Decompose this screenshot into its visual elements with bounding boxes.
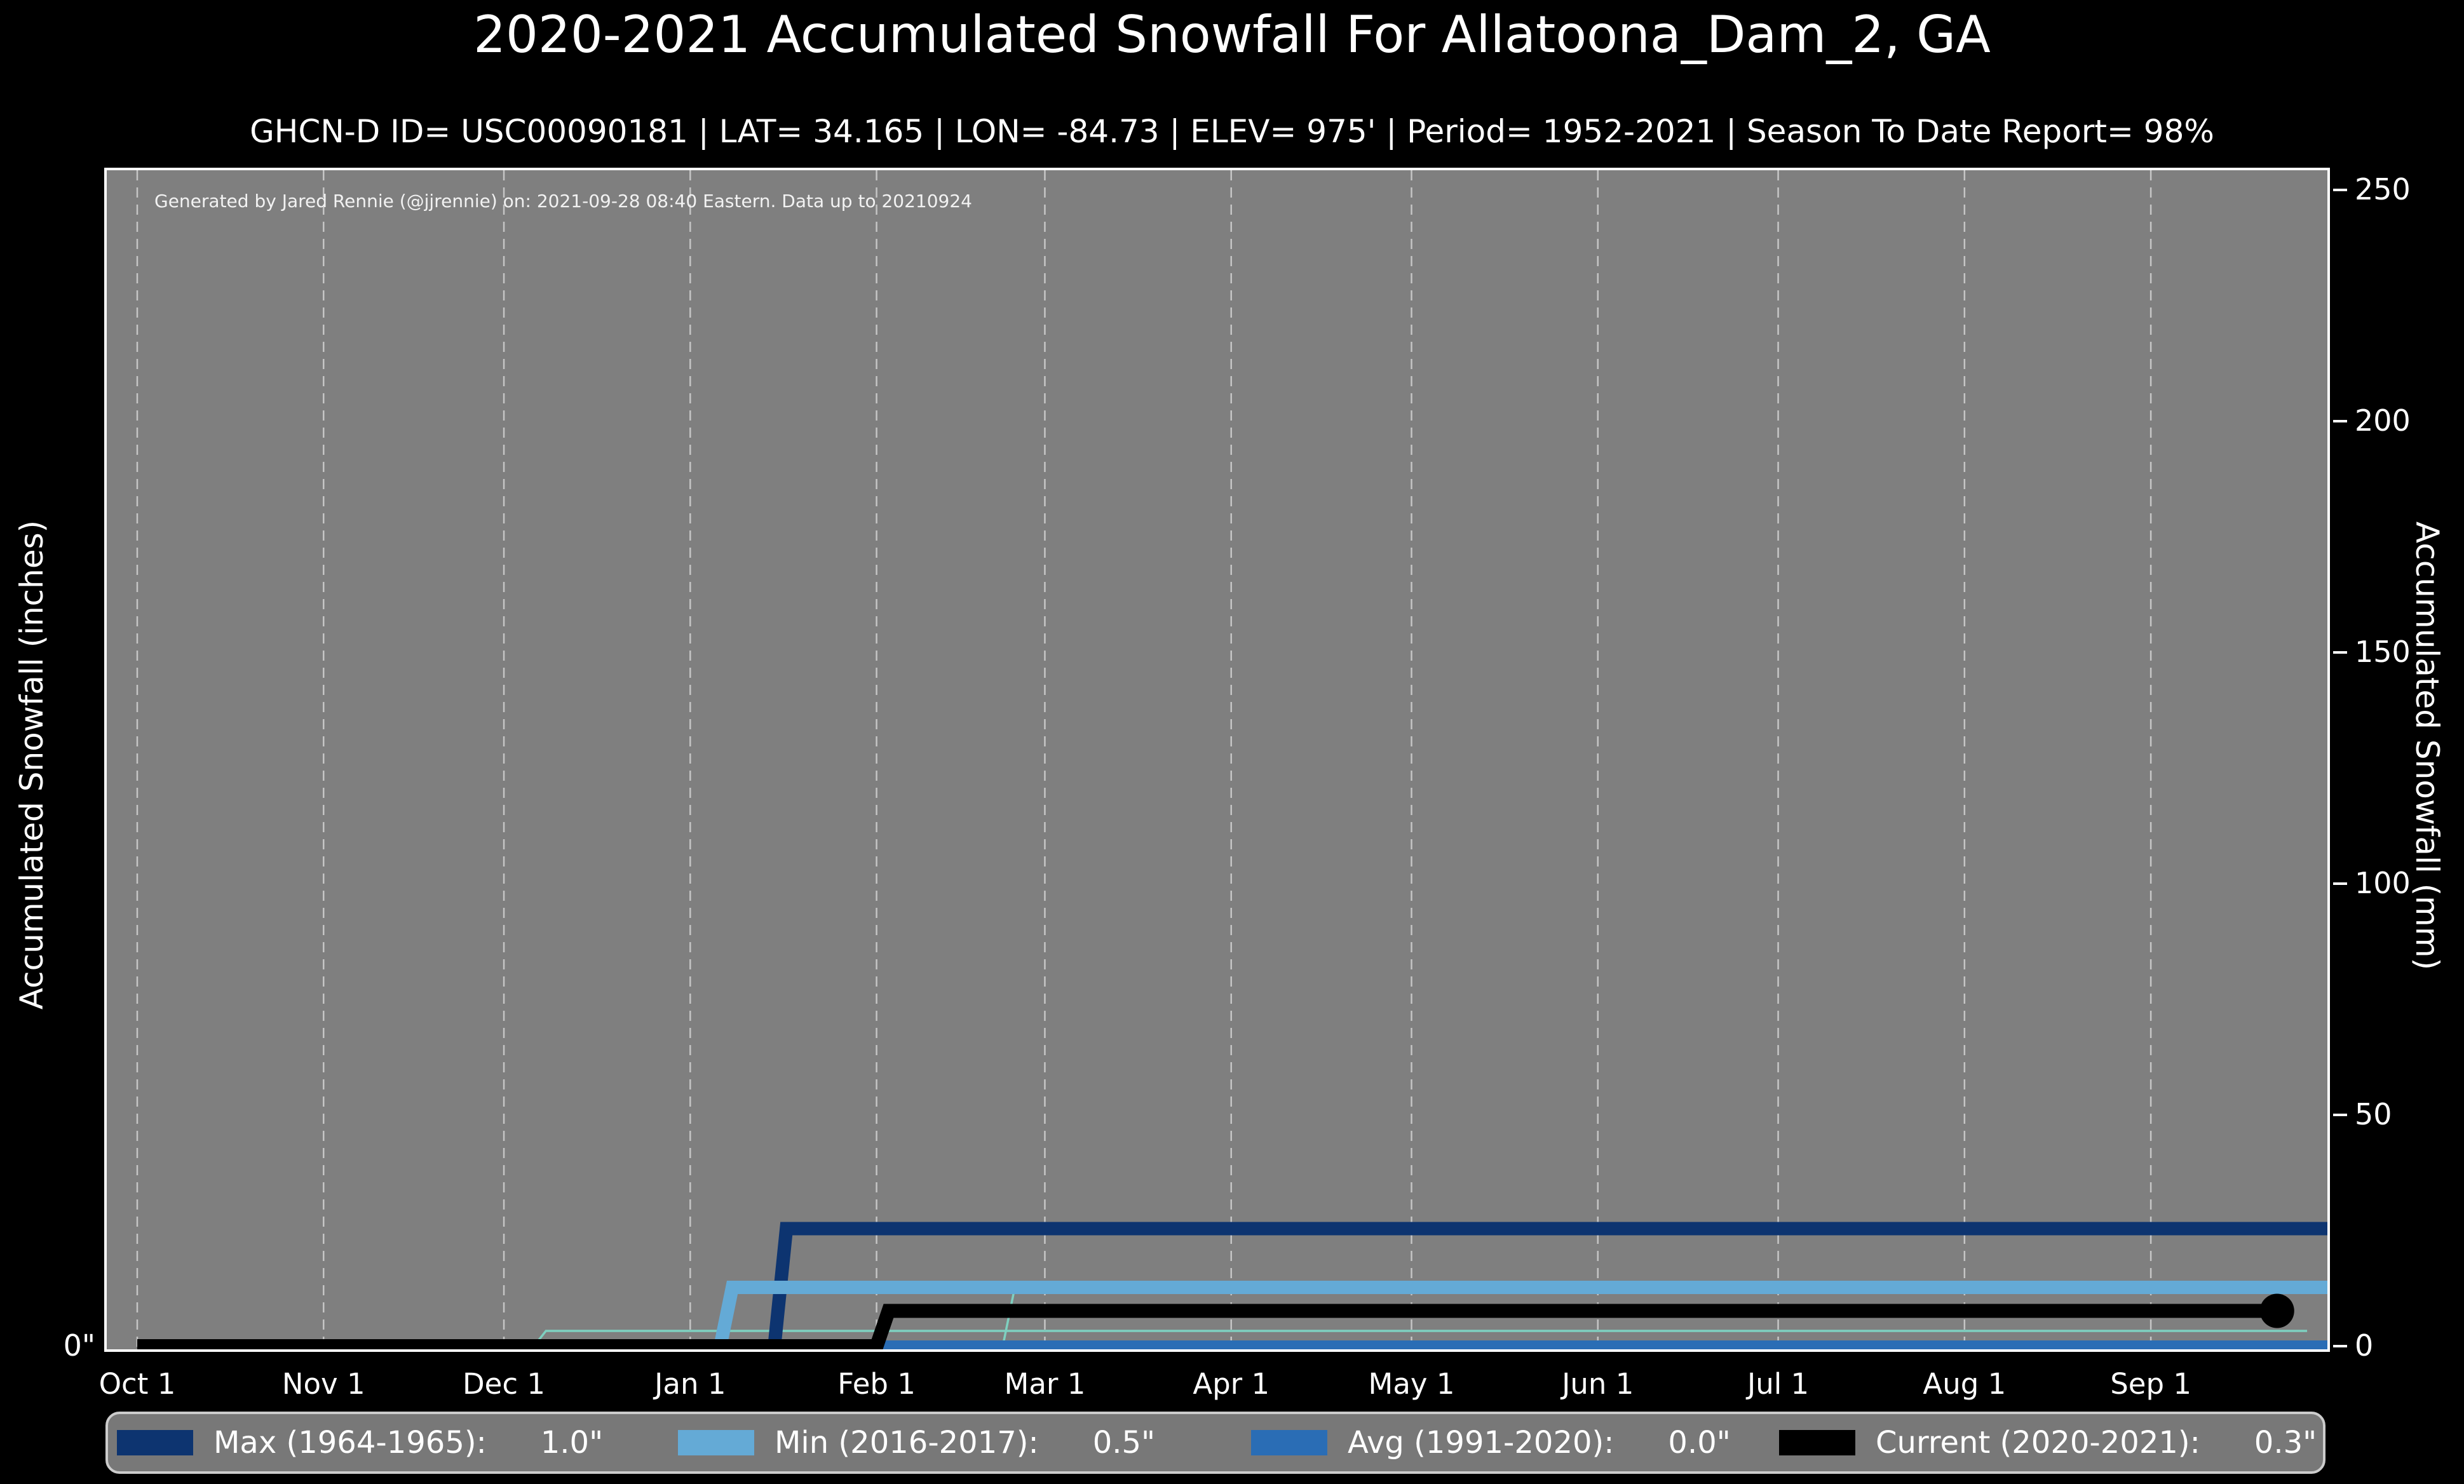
right-tick-label-250: 250	[2355, 172, 2411, 206]
chart-title: 2020-2021 Accumulated Snowfall For Allat…	[473, 5, 1991, 64]
legend-value: 0.5"	[1092, 1425, 1156, 1460]
min-line-swatch	[678, 1430, 754, 1455]
right-axis-label: Accumulated Snowfall (mm)	[2409, 521, 2446, 971]
current-endpoint-marker	[2259, 1293, 2294, 1328]
x-tick-jun-1: Jun 1	[1562, 1367, 1634, 1401]
legend-item-current: Current (2020-2021): 0.3"	[1779, 1414, 2317, 1471]
left-axis-label: Accumulated Snowfall (inches)	[13, 520, 50, 1010]
legend-item-max: Max (1964-1965): 1.0"	[117, 1414, 603, 1471]
legend-label: Avg (1991-2020):	[1348, 1425, 1614, 1460]
right-tick-mark-50	[2333, 1113, 2347, 1116]
chart-canvas	[136, 170, 2327, 1349]
chart-subtitle: GHCN-D ID= USC00090181 | LAT= 34.165 | L…	[250, 113, 2214, 150]
right-tick-mark-0	[2333, 1345, 2347, 1347]
generated-by-annotation: Generated by Jared Rennie (@jjrennie) on…	[154, 191, 972, 212]
x-tick-nov-1: Nov 1	[281, 1367, 365, 1401]
data-series	[137, 1222, 2327, 1349]
left-tick-label-0-inches: 0"	[63, 1328, 95, 1363]
legend-label: Min (2016-2017):	[775, 1425, 1039, 1460]
right-tick-label-150: 150	[2355, 634, 2411, 669]
right-tick-label-0: 0	[2355, 1328, 2374, 1363]
right-tick-mark-200	[2333, 419, 2347, 422]
legend-label: Max (1964-1965):	[213, 1425, 487, 1460]
max-line-swatch	[117, 1430, 193, 1455]
x-tick-dec-1: Dec 1	[463, 1367, 546, 1401]
x-tick-feb-1: Feb 1	[837, 1367, 916, 1401]
legend-item-avg: Avg (1991-2020): 0.0"	[1251, 1414, 1731, 1471]
legend-value: 0.0"	[1668, 1425, 1731, 1460]
series-line-current-2020-2021-	[137, 1304, 2277, 1349]
x-tick-mar-1: Mar 1	[1004, 1367, 1086, 1401]
current-line-swatch	[1779, 1430, 1855, 1455]
x-tick-may-1: May 1	[1368, 1367, 1455, 1401]
legend-label: Current (2020-2021):	[1876, 1425, 2200, 1460]
gridlines	[136, 170, 2152, 1349]
right-tick-mark-100	[2333, 882, 2347, 885]
legend-item-min: Min (2016-2017): 0.5"	[678, 1414, 1155, 1471]
right-tick-label-100: 100	[2355, 865, 2411, 900]
x-tick-aug-1: Aug 1	[1923, 1367, 2007, 1401]
legend-value: 1.0"	[540, 1425, 604, 1460]
legend: Max (1964-1965): 1.0" Min (2016-2017): 0…	[105, 1412, 2325, 1474]
x-tick-jul-1: Jul 1	[1747, 1367, 1810, 1401]
right-tick-label-200: 200	[2355, 403, 2411, 438]
x-tick-jan-1: Jan 1	[654, 1367, 726, 1401]
right-tick-label-50: 50	[2355, 1096, 2392, 1131]
x-tick-oct-1: Oct 1	[98, 1367, 176, 1401]
x-tick-sep-1: Sep 1	[2110, 1367, 2191, 1401]
right-tick-mark-250	[2333, 188, 2347, 191]
x-tick-apr-1: Apr 1	[1193, 1367, 1270, 1401]
right-tick-mark-150	[2333, 651, 2347, 654]
legend-value: 0.3"	[2254, 1425, 2317, 1460]
avg-line-swatch	[1251, 1430, 1327, 1455]
plot-area: Generated by Jared Rennie (@jjrennie) on…	[104, 168, 2330, 1352]
